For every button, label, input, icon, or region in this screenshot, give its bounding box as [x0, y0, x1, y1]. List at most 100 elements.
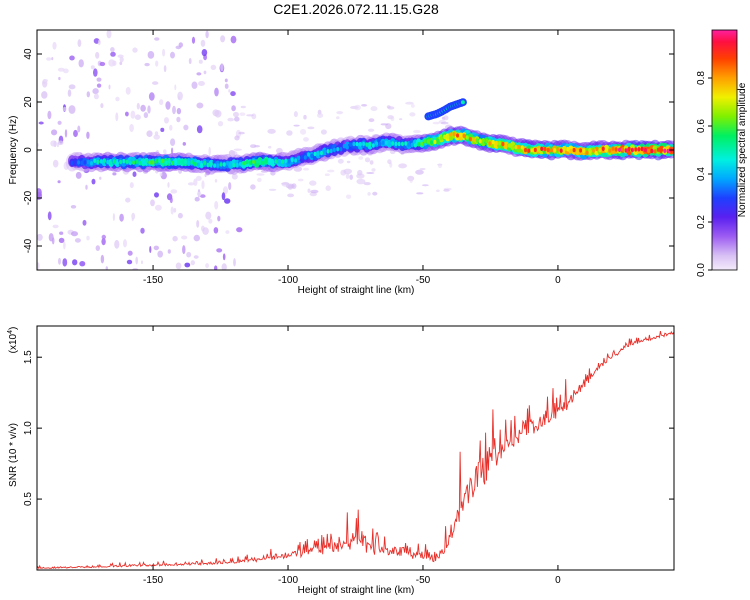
heatmap-ridge-cell [488, 141, 492, 146]
heatmap-noise-cell [164, 117, 169, 124]
heatmap-ridge-cell [478, 139, 482, 144]
heatmap-noise-cell [303, 137, 309, 142]
heatmap-noise-cell [119, 61, 123, 66]
heatmap-ridge-cell [630, 147, 634, 153]
heatmap-noise-cell [250, 144, 257, 149]
heatmap-noise-cell [196, 220, 200, 228]
heatmap-noise-cell [97, 39, 101, 46]
heatmap-ridge-cell [290, 157, 294, 163]
heatmap-ridge-cell [601, 146, 605, 151]
heatmap-noise-cell [38, 121, 44, 125]
y-tick-label: 1.5 [23, 350, 34, 364]
heatmap-noise-cell [58, 76, 61, 81]
heatmap-noise-cell [191, 36, 196, 44]
heatmap-noise-cell [217, 121, 224, 127]
heatmap-noise-cell [216, 248, 223, 253]
heatmap-noise-cell [86, 91, 91, 98]
heatmap-noise-cell [82, 219, 87, 226]
heatmap-noise-cell [182, 142, 186, 146]
heatmap-noise-cell [214, 87, 219, 97]
heatmap-noise-cell [99, 61, 106, 67]
heatmap-noise-cell [108, 84, 111, 90]
heatmap-ridge-cell [93, 158, 97, 163]
heatmap-noise-cell [234, 135, 240, 141]
heatmap-noise-cell [287, 184, 293, 190]
heatmap-noise-cell [193, 178, 198, 186]
heatmap-noise-cell [224, 198, 231, 204]
heatmap-ridge-cell [349, 142, 353, 147]
heatmap-noise-cell [364, 157, 371, 163]
heatmap-noise-cell [68, 105, 76, 114]
heatmap-noise-cell [422, 184, 429, 187]
spectrogram-xlabel: Height of straight line (km) [298, 285, 415, 296]
heatmap-noise-cell [101, 234, 107, 240]
heatmap-noise-cell [349, 174, 354, 180]
heatmap-noise-cell [169, 196, 173, 204]
heatmap-ridge-cell [407, 142, 411, 147]
heatmap-noise-cell [415, 169, 424, 175]
heatmap-noise-cell [336, 116, 340, 120]
heatmap-noise-cell [112, 213, 115, 222]
heatmap-ridge-cell [611, 146, 615, 151]
heatmap-ridge-cell [345, 145, 349, 150]
snr-frame [36, 325, 675, 571]
heatmap-ridge-cell [546, 147, 550, 153]
heatmap-noise-cell [198, 59, 203, 64]
heatmap-ridge-cell [507, 143, 511, 148]
heatmap-ridge-cell [456, 133, 459, 138]
heatmap-noise-cell [86, 235, 90, 241]
heatmap-noise-cell [370, 106, 378, 112]
heatmap-ridge-cell [472, 137, 476, 142]
heatmap-ridge-cell [184, 159, 187, 165]
y-tick-label: 20 [23, 96, 34, 108]
heatmap-ridge-cell [109, 161, 113, 166]
heatmap-noise-cell [214, 178, 218, 183]
heatmap-noise-cell [225, 230, 230, 234]
heatmap-ridge-cell [329, 148, 333, 154]
heatmap-noise-cell [297, 178, 304, 182]
heatmap-ridge-cell [148, 160, 152, 165]
heatmap-ridge-cell [384, 140, 388, 145]
heatmap-noise-cell [200, 194, 206, 198]
heatmap-noise-cell [222, 186, 229, 195]
heatmap-noise-cell [99, 176, 102, 180]
heatmap-noise-cell [170, 138, 176, 146]
snr-line-layer [37, 330, 674, 570]
heatmap-noise-cell [196, 102, 204, 109]
heatmap-noise-cell [148, 92, 155, 101]
heatmap-ridge-cell [300, 154, 304, 160]
heatmap-noise-cell [167, 182, 170, 188]
heatmap-noise-cell [177, 91, 183, 101]
heatmap-noise-cell [234, 116, 240, 122]
heatmap-noise-cell [176, 107, 182, 115]
heatmap-noise-cell [178, 42, 183, 48]
heatmap-ridge-cell [533, 147, 537, 153]
heatmap-noise-cell [175, 262, 182, 270]
heatmap-noise-cell [146, 130, 153, 137]
heatmap-ridge-cell [326, 149, 330, 154]
heatmap-noise-cell [399, 118, 403, 121]
heatmap-ridge-cell [588, 149, 592, 154]
heatmap-noise-cell [159, 172, 163, 177]
heatmap-noise-cell [114, 239, 120, 249]
colorbar-tick-label: 0.6 [696, 119, 707, 133]
heatmap-noise-cell [286, 130, 293, 136]
y-tick-label: 0.5 [23, 492, 34, 506]
heatmap-noise-cell [162, 48, 166, 57]
heatmap-noise-cell [70, 205, 77, 209]
heatmap-noise-cell [200, 39, 206, 47]
heatmap-noise-cell [96, 83, 102, 88]
heatmap-noise-cell [119, 213, 124, 222]
heatmap-ridge-cell [585, 150, 589, 155]
heatmap-noise-cell [140, 227, 145, 234]
heatmap-noise-cell [303, 167, 310, 171]
heatmap-ridge-cell [219, 162, 223, 167]
heatmap-noise-cell [115, 112, 119, 122]
heatmap-ridge-cell [255, 159, 259, 164]
heatmap-noise-cell [224, 78, 228, 83]
heatmap-noise-cell [100, 254, 105, 264]
heatmap-noise-cell [171, 147, 174, 155]
heatmap-noise-cell [86, 131, 90, 139]
heatmap-noise-cell [443, 115, 449, 121]
heatmap-noise-cell [196, 191, 202, 197]
